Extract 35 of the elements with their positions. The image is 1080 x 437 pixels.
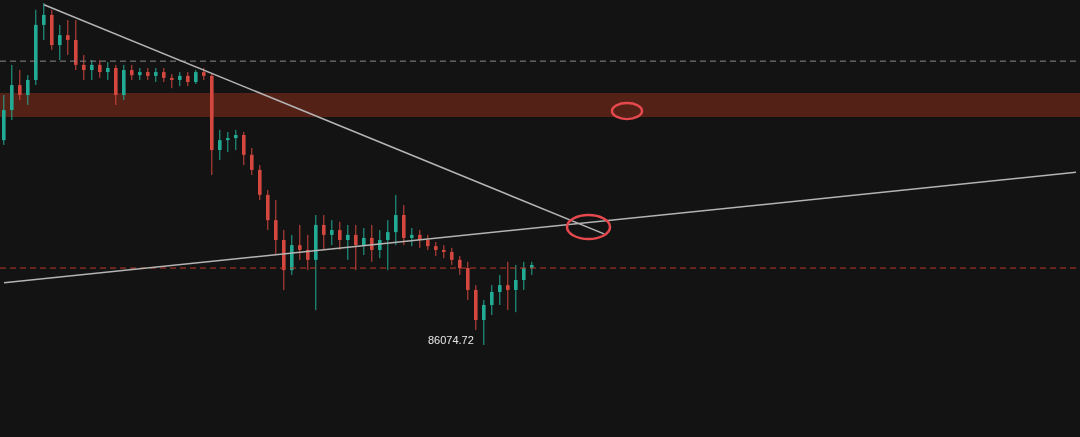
candlestick <box>386 219 390 271</box>
candlestick <box>362 227 366 256</box>
candlestick <box>330 219 334 246</box>
candlestick <box>498 274 502 306</box>
candlestick <box>506 261 510 311</box>
candlestick <box>250 147 254 176</box>
candlestick <box>274 199 278 256</box>
candlestick <box>322 214 326 251</box>
candlestick <box>466 261 470 301</box>
candlestick <box>218 129 222 161</box>
candlestick <box>338 221 342 251</box>
candlestick <box>410 227 414 247</box>
candlestick <box>42 3 46 41</box>
candlestick <box>354 224 358 271</box>
candlestick <box>394 194 398 246</box>
candlestick <box>234 129 238 151</box>
candlestick <box>458 255 462 276</box>
candlestick <box>18 69 22 101</box>
candlestick <box>242 131 246 166</box>
candlestick <box>346 224 350 261</box>
candlestick <box>402 204 406 246</box>
candlestick <box>522 261 526 291</box>
annotation: 86074.72 <box>427 334 474 346</box>
candlestick <box>66 19 70 56</box>
candlestick <box>82 54 86 81</box>
candlestick <box>306 234 310 271</box>
candlestick <box>298 224 302 261</box>
candlestick <box>482 299 486 345</box>
candlestick <box>26 74 30 106</box>
candlestick <box>226 131 230 153</box>
candlestick <box>490 284 494 316</box>
candlestick <box>514 264 518 313</box>
candlestick <box>90 59 94 81</box>
candlestick <box>370 224 374 263</box>
candlestick <box>58 24 62 61</box>
